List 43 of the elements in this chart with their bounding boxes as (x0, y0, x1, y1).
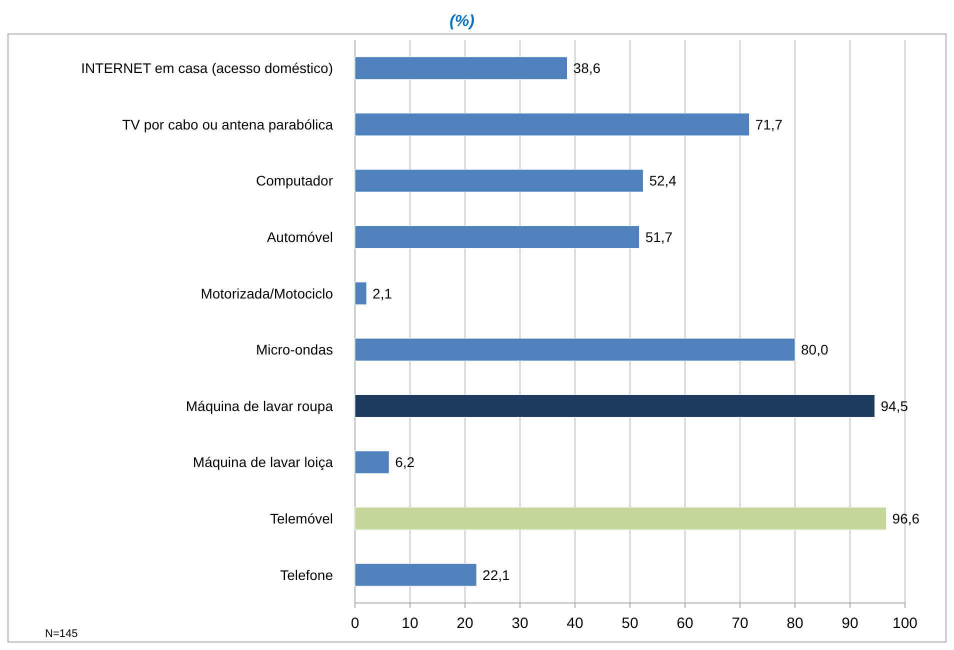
chart-title: (%) (450, 13, 474, 30)
data-label: 38,6 (573, 60, 601, 76)
y-tick-label: Automóvel (266, 228, 333, 245)
x-tick-label: 70 (732, 615, 748, 632)
x-tick-label: 90 (842, 615, 858, 632)
data-label: 6,2 (395, 454, 415, 470)
y-tick-label: Telemóvel (270, 510, 333, 526)
x-tick-label: 100 (892, 615, 918, 632)
data-label: 22,1 (482, 566, 510, 583)
bar (354, 56, 568, 80)
y-tick-label: INTERNET em casa (acesso doméstico) (81, 60, 333, 76)
x-tick-label: 10 (402, 615, 418, 632)
bar (354, 282, 367, 305)
x-tick-label: 30 (512, 615, 528, 632)
y-tick-label: Máquina de lavar roupa (186, 398, 334, 414)
bar (354, 112, 750, 136)
y-tick-label: Máquina de lavar loiça (192, 454, 334, 470)
data-label: 51,7 (645, 228, 673, 245)
bar (354, 450, 390, 474)
bar (354, 563, 477, 586)
x-tick-label: 50 (622, 615, 638, 632)
data-label: 2,1 (372, 285, 392, 302)
y-tick-label: Computador (256, 172, 334, 189)
x-tick-label: 40 (566, 615, 584, 632)
bar (354, 169, 644, 192)
data-label: 80,0 (801, 342, 828, 358)
bar (354, 507, 887, 530)
y-tick-label: Telefone (280, 566, 334, 583)
data-label: 96,6 (892, 510, 920, 526)
data-label: 71,7 (755, 116, 783, 132)
data-label: 94,5 (880, 398, 908, 414)
bar (354, 394, 875, 418)
data-label: 52,4 (649, 172, 677, 189)
bar (354, 338, 796, 362)
x-tick-label: 80 (786, 615, 804, 632)
text: N=145 (45, 628, 78, 640)
x-tick-label: 0 (350, 615, 360, 632)
x-tick-label: 60 (676, 615, 694, 632)
x-tick-label: 20 (456, 615, 474, 632)
y-tick-label: TV por cabo ou antena parabólica (122, 116, 334, 132)
y-tick-label: Motorizada/Motociclo (200, 285, 334, 302)
y-tick-label: Micro-ondas (256, 342, 333, 358)
bar (354, 226, 640, 249)
